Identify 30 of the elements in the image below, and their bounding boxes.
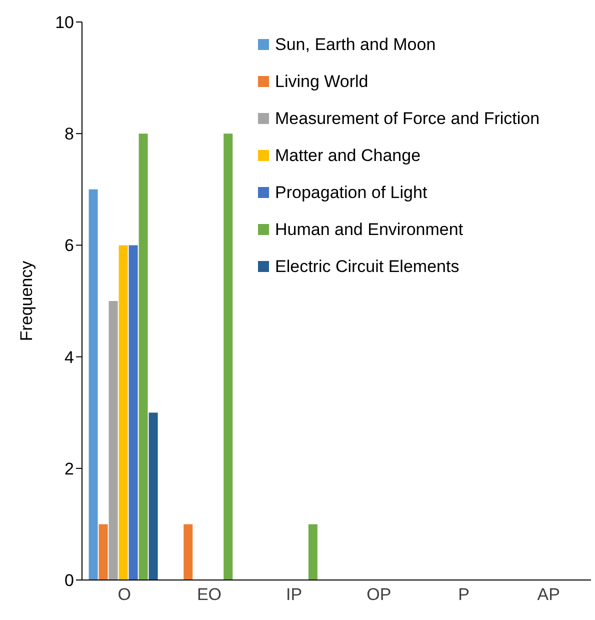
x-tick-label: O: [118, 585, 132, 604]
bar: [88, 189, 98, 580]
y-tick-label: 8: [64, 124, 74, 144]
bar: [224, 134, 233, 580]
y-tick-label: 0: [64, 571, 74, 590]
bar: [148, 412, 158, 580]
x-tick-label: IP: [286, 585, 302, 604]
legend-label: Matter and Change: [275, 146, 421, 166]
x-tick-label: P: [458, 585, 470, 604]
bar: [138, 134, 148, 580]
legend-label: Human and Environment: [275, 220, 464, 240]
legend-label: Living World: [275, 72, 368, 92]
bar: [118, 245, 128, 580]
y-axis-title: Frequency: [17, 260, 36, 342]
x-tick-label: EO: [196, 585, 222, 604]
bar: [98, 524, 108, 580]
y-tick-label: 2: [64, 459, 74, 478]
bar: [184, 524, 193, 580]
legend-label: Measurement of Force and Friction: [275, 108, 540, 128]
legend-label: Sun, Earth and Moon: [275, 34, 436, 54]
bar: [128, 245, 138, 580]
legend-label: Electric Circuit Elements: [275, 256, 460, 276]
y-tick-label: 6: [64, 236, 74, 256]
legend-label: Propagation of Light: [275, 182, 428, 202]
x-tick-label: AP: [537, 585, 560, 604]
y-tick-label: 10: [55, 13, 74, 32]
bar: [108, 301, 118, 580]
bar: [308, 524, 318, 580]
x-tick-label: OP: [366, 585, 392, 604]
y-tick-label: 4: [64, 348, 74, 367]
